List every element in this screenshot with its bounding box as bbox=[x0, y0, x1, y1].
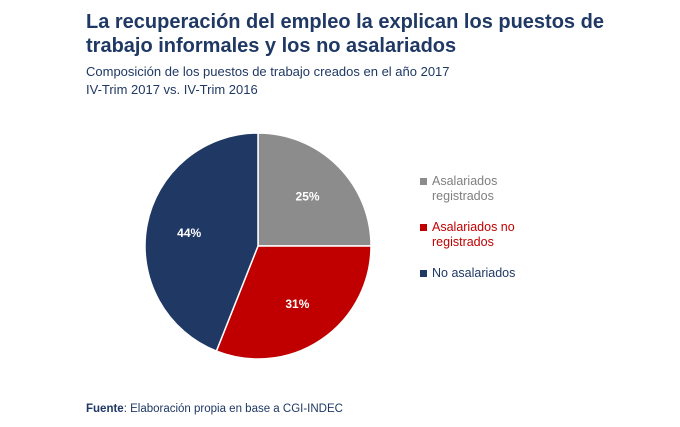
pie-slice-no-asalariados bbox=[144, 132, 259, 353]
pie-slice-asalariados-registrados bbox=[257, 132, 372, 247]
source-label: Fuente bbox=[86, 403, 124, 415]
legend-item-no-asalariados: No asalariados bbox=[420, 266, 592, 281]
legend-label: Asalariados no registrados bbox=[432, 220, 515, 249]
pie-slice-asalariados-no-registrados bbox=[215, 245, 372, 360]
legend-label: No asalariados bbox=[432, 266, 516, 280]
source-text: : Elaboración propia en base a CGI-INDEC bbox=[123, 403, 343, 415]
chart-legend: Asalariados registrados Asalariados no r… bbox=[420, 174, 592, 297]
subtitle-line-1: Composición de los puestos de trabajo cr… bbox=[86, 64, 450, 79]
legend-swatch-red bbox=[420, 224, 427, 231]
chart-title: La recuperación del empleo la explican l… bbox=[86, 11, 604, 57]
slice-data-label: 31% bbox=[285, 297, 309, 311]
legend-swatch-gray bbox=[420, 178, 427, 185]
slice-data-label: 25% bbox=[296, 189, 320, 203]
legend-item-asalariados-no-registrados: Asalariados no registrados bbox=[420, 220, 592, 250]
legend-swatch-navy bbox=[420, 270, 427, 277]
slice-data-label: 44% bbox=[177, 226, 201, 240]
subtitle-line-2: IV-Trim 2017 vs. IV-Trim 2016 bbox=[86, 82, 258, 97]
legend-label: Asalariados registrados bbox=[432, 174, 498, 203]
chart-subtitle: Composición de los puestos de trabajo cr… bbox=[86, 63, 450, 99]
legend-item-asalariados-registrados: Asalariados registrados bbox=[420, 174, 592, 204]
source-note: Fuente: Elaboración propia en base a CGI… bbox=[86, 403, 343, 415]
